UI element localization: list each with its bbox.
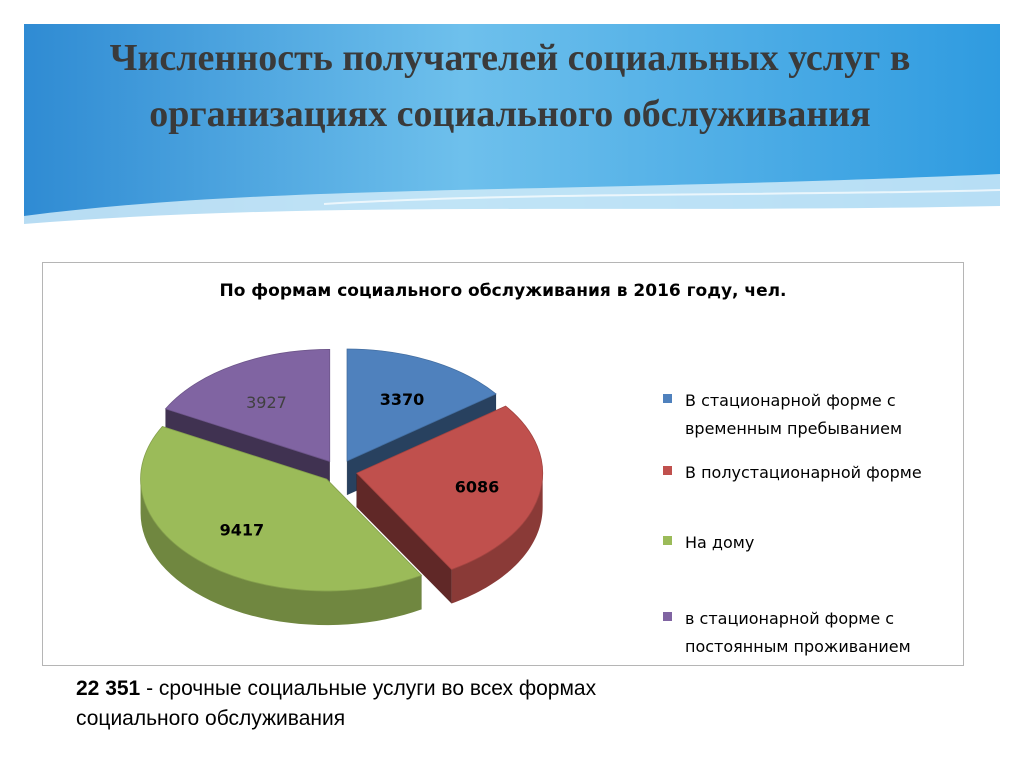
legend-swatch-1	[663, 466, 672, 475]
pie-chart: 3370 6086 9417 3927	[140, 348, 544, 626]
pie-slice-2-wall	[140, 479, 422, 626]
pie-data-labels: 3370 6086 9417 3927	[220, 390, 500, 539]
pie-slice-3	[164, 349, 331, 462]
legend-swatch-0	[663, 394, 672, 403]
data-label-1: 6086	[455, 478, 500, 497]
data-label-3: 3927	[246, 393, 287, 412]
footer-text: - срочные социальные услуги во всех форм…	[76, 677, 597, 730]
legend-swatch-3	[663, 612, 672, 621]
pie-slice-0	[346, 348, 497, 462]
data-label-0: 3370	[380, 390, 425, 409]
chart-title: По формам социального обслуживания в 201…	[219, 281, 787, 301]
pie-slice-2	[140, 426, 423, 592]
legend-label-3: в стационарной форме с постоянным прожив…	[685, 609, 911, 656]
pie-slice-1-wall	[451, 473, 543, 604]
data-label-2: 9417	[220, 520, 265, 539]
pie-slice-1	[355, 405, 544, 570]
legend-swatch-2	[663, 536, 672, 545]
slide-title: Численность получателей социальных услуг…	[109, 37, 911, 135]
wave-banner	[24, 24, 1000, 264]
footer-note: 22 351 - срочные социальные услуги во вс…	[76, 674, 616, 734]
legend-label-1: В полустационарной форме	[685, 463, 922, 482]
legend-label-2: На дому	[685, 533, 755, 552]
chart-panel: По формам социального обслуживания в 201…	[42, 262, 964, 666]
footer-number: 22 351	[76, 677, 141, 700]
pie-slice-tops	[140, 348, 544, 592]
legend-label-0: В стационарной форме с временным пребыва…	[685, 391, 903, 438]
